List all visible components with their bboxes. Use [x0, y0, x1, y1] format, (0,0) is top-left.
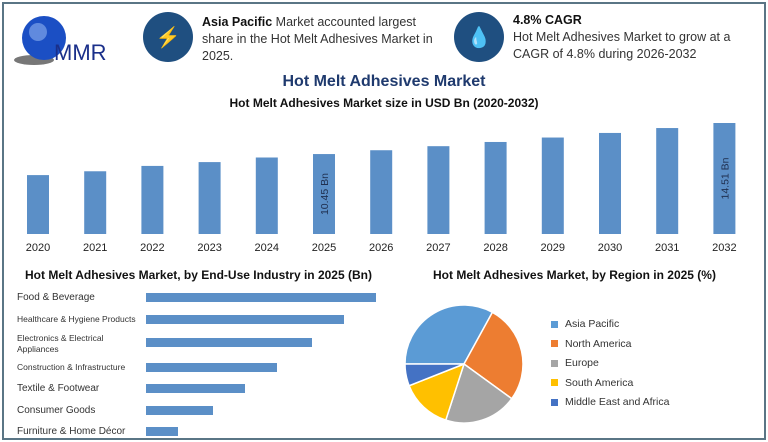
legend-label: Asia Pacific — [565, 318, 620, 330]
industry-bar — [146, 363, 278, 372]
bar-2028 — [484, 141, 507, 234]
legend-label: Europe — [565, 357, 599, 369]
industry-label: Textile & Footwear — [17, 383, 100, 394]
legend-swatch — [551, 359, 558, 367]
lightning-icon: ⚡ — [143, 12, 193, 62]
pie-slice-south-america — [408, 362, 466, 422]
bar-2025 — [313, 154, 335, 234]
x-tick-label: 2024 — [255, 242, 279, 254]
bar-2021 — [84, 171, 107, 234]
pie-slice-north-america — [463, 311, 524, 400]
legend-item: Middle East and Africa — [551, 396, 669, 408]
industry-label: Consumer Goods — [17, 405, 96, 416]
data-label: 10.45 Bn — [319, 173, 331, 215]
market-size-chart: 2020 2021 2022 2023 2024 2025 10.45 Bn 2026 2027… — [26, 123, 737, 254]
industry-label: Healthcare & Hygiene Products — [17, 314, 136, 324]
industry-bar — [146, 338, 312, 347]
industry-label: Food & Beverage — [17, 292, 95, 303]
legend-label: North America — [565, 337, 632, 350]
industry-bar — [146, 315, 344, 324]
industry-label: Construction & Infrastructure — [17, 362, 126, 372]
x-tick-label: 2022 — [140, 242, 164, 254]
x-tick-label: 2021 — [83, 242, 107, 254]
legend-swatch — [551, 340, 558, 347]
bar-2031 — [656, 128, 679, 234]
pie-slice-europe — [444, 362, 513, 424]
logo: MMR — [14, 12, 124, 68]
legend-item: North America — [551, 338, 632, 350]
bar-2029 — [541, 137, 564, 234]
logo-text: MMR — [54, 40, 107, 65]
x-tick-label: 2023 — [197, 242, 221, 254]
bar-chart-title: Hot Melt Adhesives Market size in USD Bn… — [229, 96, 539, 110]
callout-bold: Asia Pacific — [202, 15, 273, 29]
legend-item: Asia Pacific — [551, 318, 619, 330]
industry-bar — [146, 293, 376, 302]
x-tick-label: 2027 — [426, 242, 450, 254]
x-tick-label: 2020 — [26, 242, 50, 254]
region-chart-title: Hot Melt Adhesives Market, by Region in … — [433, 268, 716, 282]
main-title: Hot Melt Adhesives Market — [282, 73, 486, 90]
callout-text: Market accounted largest share in the Ho… — [202, 15, 433, 63]
bar-2023 — [198, 162, 221, 234]
industry-bar — [146, 427, 179, 436]
data-label: 14.51 Bn — [719, 157, 731, 199]
pie-slice-middle-east-and-africa — [404, 363, 465, 387]
legend-swatch — [551, 320, 558, 328]
bar-2022 — [141, 165, 164, 234]
x-tick-label: 2030 — [598, 242, 622, 254]
legend-swatch — [551, 398, 558, 406]
callout-cagr: 💧 4.8% CAGR Hot Melt Adhesives Market to … — [454, 12, 759, 63]
drop-icon: 💧 — [454, 12, 504, 62]
legend-label: Middle East and Africa — [565, 396, 670, 408]
callout-region: ⚡ Asia Pacific Market accounted largest … — [143, 12, 443, 65]
pie-slice-asia-pacific — [404, 304, 494, 365]
x-tick-label: 2025 — [312, 242, 336, 254]
industry-bar — [146, 406, 213, 415]
globe-logo-icon: MMR — [14, 16, 107, 65]
callout-text: Hot Melt Adhesives Market to grow at a C… — [513, 30, 731, 61]
bar-2026 — [370, 150, 393, 234]
region-pie-chart — [404, 304, 524, 424]
industry-bar — [146, 384, 245, 393]
industry-label: Furniture & Home Décor — [17, 426, 126, 437]
legend-item: Europe — [551, 357, 599, 369]
x-tick-label: 2026 — [369, 242, 393, 254]
x-tick-label: 2028 — [483, 242, 507, 254]
industry-chart-title: Hot Melt Adhesives Market, by End-Use In… — [25, 268, 372, 282]
legend-swatch — [551, 379, 558, 386]
industry-label: Electronics & Electrical Appliances — [17, 333, 104, 354]
bar-2030 — [599, 132, 621, 234]
x-tick-label: 2031 — [655, 242, 679, 254]
bar-2027 — [427, 146, 450, 234]
legend-item: South America — [551, 377, 633, 389]
x-tick-label: 2032 — [712, 242, 736, 254]
x-tick-label: 2029 — [541, 242, 565, 254]
bar-2024 — [255, 157, 278, 234]
bar-2020 — [27, 175, 49, 234]
bar-2032 — [713, 123, 736, 234]
callout-bold: 4.8% CAGR — [513, 13, 582, 27]
legend-label: South America — [565, 376, 634, 389]
